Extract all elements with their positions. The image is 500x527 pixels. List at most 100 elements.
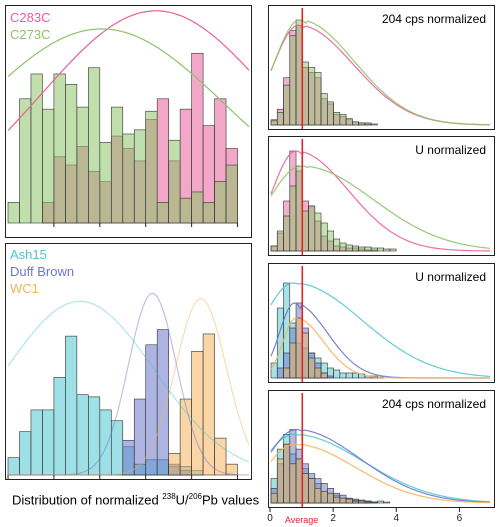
svg-r4-bar-2-10	[333, 496, 341, 504]
svg-r4-bar-2-9	[327, 492, 334, 504]
svg-r1-bar-1-12	[345, 118, 353, 126]
svg-r3-bar-2-2	[283, 367, 291, 379]
svg-r1-bar-1-1	[276, 112, 284, 126]
svg-r1-bar-1-7	[314, 72, 322, 126]
svg-r4-bar-2-12	[345, 498, 353, 504]
svg-r2-bar-1-4	[295, 165, 303, 252]
right-4-tick-label-3: 6	[457, 513, 463, 524]
svg-r4-bar-1-16	[370, 501, 378, 504]
svg-r4-curve-0	[270, 433, 490, 503]
svg-r2-bar-1-12	[345, 244, 353, 252]
panel-right-2-title: U normalized	[415, 143, 486, 157]
svg-r4-bar-2-0	[270, 492, 278, 504]
svg-r2-bar-1-2	[283, 215, 291, 252]
svg-tl-curve-1	[7, 28, 250, 128]
svg-r1-bar-1-3	[289, 35, 297, 126]
right-4-tick-label-1: 2	[330, 513, 336, 524]
svg-r4-bar-2-11	[339, 497, 347, 504]
svg-r4-bar-2-7	[314, 488, 322, 504]
svg-r4-bar-2-2	[283, 443, 291, 504]
svg-r1-bar-1-9	[327, 101, 334, 126]
svg-r2-bar-1-13	[352, 245, 359, 252]
svg-r2-bar-1-0	[270, 245, 278, 252]
right-4-tick-label-0: 0	[267, 513, 273, 524]
right-4-tick-label-2: 4	[394, 513, 400, 524]
chart-right-3	[270, 266, 491, 382]
panel-right-4: 204 cps normalized	[268, 390, 495, 508]
svg-bl-curve-0	[7, 300, 250, 463]
svg-r3-bar-0-0	[270, 362, 278, 379]
legend-ash15: Ash15	[10, 247, 47, 262]
svg-r2-curve-0	[270, 150, 490, 252]
svg-tl-bar-1-17	[202, 202, 215, 224]
svg-r3-bar-0-10	[333, 369, 341, 379]
svg-r3-bar-1-9	[327, 375, 334, 379]
svg-r2-bar-1-18	[383, 248, 391, 252]
svg-r3-bar-0-11	[339, 372, 347, 379]
svg-tl-bar-1-3	[42, 108, 55, 224]
svg-bl-bar-0-8	[99, 409, 112, 476]
svg-r4-curve-2	[270, 443, 490, 504]
svg-r4-bar-2-1	[276, 458, 284, 504]
svg-r2-bar-1-16	[370, 247, 378, 252]
svg-tl-bar-1-14	[168, 139, 181, 224]
svg-bl-curve-1	[8, 292, 249, 476]
svg-r3-bar-2-4	[295, 317, 303, 379]
panel-right-4-title: 204 cps normalized	[381, 397, 486, 411]
panel-right-3: U normalized	[268, 263, 495, 383]
svg-bl-bar-0-2	[30, 409, 43, 476]
svg-r2-bar-1-1	[276, 230, 284, 252]
svg-tl-bar-1-13	[156, 202, 169, 224]
legend-wc1: WC1	[10, 281, 39, 296]
svg-r1-bar-1-15	[364, 122, 372, 126]
svg-tl-bar-1-15	[179, 197, 192, 224]
svg-r2-curve-1	[270, 165, 491, 249]
svg-r1-bar-1-0	[270, 120, 278, 126]
svg-bl-bar-2-14	[168, 453, 181, 476]
panel-right-1: 204 cps normalized	[268, 5, 495, 130]
svg-bl-bar-2-15	[179, 398, 192, 476]
chart-bottom-left	[7, 292, 250, 480]
svg-tl-bar-1-12	[145, 110, 158, 224]
svg-r4-bar-0-17	[377, 500, 384, 504]
svg-r3-bar-2-5	[301, 332, 309, 379]
svg-bl-bar-0-0	[7, 457, 20, 476]
svg-r4-bar-2-4	[295, 458, 303, 504]
panel-right-3-title: U normalized	[415, 270, 486, 284]
panel-top-left: C283C C273C	[5, 5, 252, 238]
svg-r3-bar-2-3	[289, 342, 297, 379]
svg-r3-bar-0-12	[345, 372, 353, 379]
legend-c283c: C283C	[10, 10, 51, 25]
svg-bl-bar-0-1	[19, 431, 32, 476]
svg-bl-bar-0-5	[65, 335, 78, 476]
svg-bl-bar-0-7	[88, 396, 101, 476]
svg-tl-bar-1-19	[225, 164, 238, 224]
svg-bl-bar-0-3	[42, 409, 55, 476]
svg-tl-bar-1-11	[133, 129, 147, 224]
svg-tl-bar-1-6	[76, 106, 89, 224]
svg-r4-bar-2-8	[320, 490, 328, 504]
svg-r1-bar-1-13	[352, 121, 359, 126]
panel-bottom-left: Ash15 Duff Brown WC1	[5, 243, 252, 480]
svg-r2-bar-1-19	[389, 248, 397, 252]
svg-r2-bar-1-17	[377, 247, 384, 252]
svg-r2-bar-1-5	[301, 210, 309, 252]
legend-duff-brown: Duff Brown	[10, 264, 75, 279]
svg-r1-bar-1-8	[320, 93, 328, 126]
svg-bl-bar-2-16	[191, 351, 204, 476]
svg-r2-bar-1-3	[289, 185, 297, 252]
svg-tl-bar-1-8	[99, 141, 112, 224]
svg-r4-curve-1	[270, 428, 491, 503]
chart-right-4	[270, 393, 491, 507]
svg-bl-bar-0-4	[53, 377, 66, 476]
svg-tl-bar-1-0	[7, 202, 20, 224]
svg-r2-bar-1-10	[333, 238, 341, 252]
svg-r2-bar-1-8	[320, 222, 328, 252]
svg-bl-curve-2	[8, 298, 250, 476]
svg-r3-bar-2-8	[320, 372, 328, 379]
svg-bl-bar-2-19	[225, 463, 238, 476]
svg-r2-bar-1-15	[364, 246, 372, 252]
svg-r2-bar-1-6	[308, 205, 316, 252]
svg-tl-bar-1-18	[214, 181, 227, 224]
svg-r1-bar-1-5	[301, 61, 309, 126]
